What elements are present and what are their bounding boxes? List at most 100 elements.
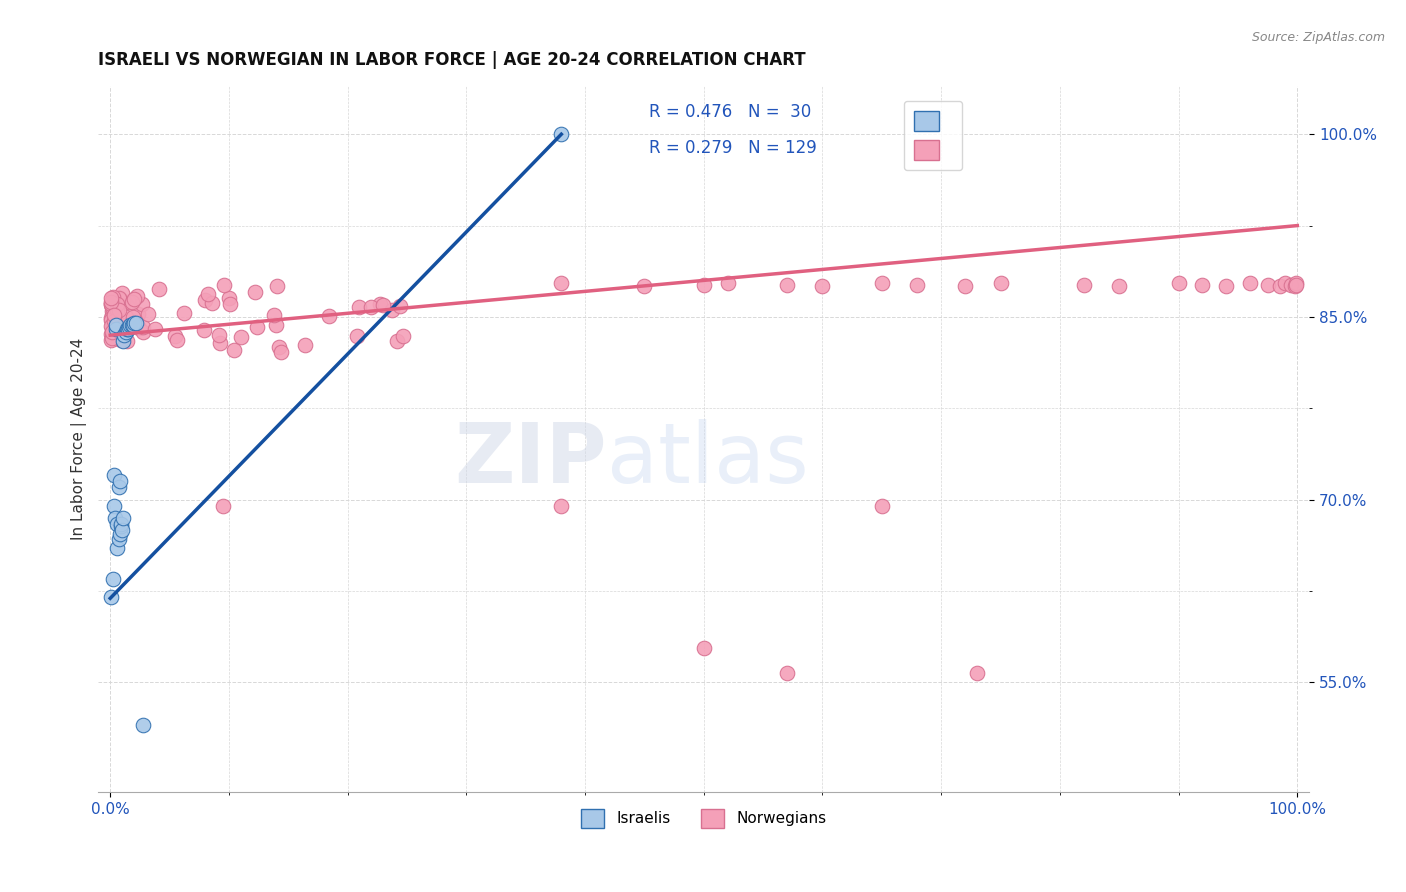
Point bbox=[120, 318, 142, 333]
Point bbox=[105, 322, 128, 336]
Point bbox=[166, 333, 188, 347]
Point bbox=[103, 314, 125, 328]
Point bbox=[104, 317, 127, 331]
Point bbox=[100, 333, 122, 347]
Point bbox=[1073, 278, 1095, 293]
Point bbox=[990, 276, 1012, 290]
Text: ISRAELI VS NORWEGIAN IN LABOR FORCE | AGE 20-24 CORRELATION CHART: ISRAELI VS NORWEGIAN IN LABOR FORCE | AG… bbox=[98, 51, 806, 69]
Point bbox=[108, 475, 131, 489]
Point bbox=[104, 315, 127, 329]
Point bbox=[100, 291, 122, 305]
Point bbox=[100, 304, 122, 318]
Point bbox=[1268, 279, 1291, 293]
Point bbox=[103, 468, 125, 483]
Point bbox=[1284, 279, 1306, 293]
Point bbox=[103, 331, 125, 345]
Point bbox=[1257, 278, 1279, 293]
Point bbox=[125, 289, 148, 303]
Point bbox=[101, 308, 124, 322]
Point bbox=[387, 334, 409, 348]
Point bbox=[100, 327, 122, 342]
Point bbox=[214, 278, 236, 293]
Point bbox=[111, 286, 134, 301]
Point bbox=[118, 295, 141, 310]
Point bbox=[115, 334, 138, 348]
Point bbox=[197, 286, 219, 301]
Point bbox=[114, 318, 136, 333]
Point bbox=[103, 499, 125, 513]
Text: R = 0.279   N = 129: R = 0.279 N = 129 bbox=[650, 138, 817, 157]
Point bbox=[105, 516, 128, 531]
Legend: Israelis, Norwegians: Israelis, Norwegians bbox=[575, 803, 832, 834]
Point bbox=[114, 328, 136, 343]
Point bbox=[145, 321, 167, 335]
Point bbox=[243, 285, 266, 300]
Point bbox=[101, 299, 124, 313]
Point bbox=[105, 541, 128, 556]
Point bbox=[264, 318, 287, 333]
Point bbox=[136, 307, 159, 321]
Point bbox=[1285, 276, 1308, 290]
Point bbox=[132, 718, 155, 732]
Point bbox=[550, 127, 572, 141]
Point bbox=[103, 296, 125, 310]
Point bbox=[112, 334, 135, 349]
Point bbox=[550, 499, 572, 513]
Point bbox=[110, 519, 132, 533]
Point bbox=[100, 297, 122, 311]
Text: R = 0.476   N =  30: R = 0.476 N = 30 bbox=[650, 103, 811, 121]
Point bbox=[115, 310, 138, 325]
Y-axis label: In Labor Force | Age 20-24: In Labor Force | Age 20-24 bbox=[72, 337, 87, 540]
Text: ZIP: ZIP bbox=[454, 419, 607, 500]
Point bbox=[118, 319, 141, 334]
Point bbox=[776, 665, 799, 680]
Point bbox=[114, 325, 136, 339]
Point bbox=[776, 278, 799, 293]
Point bbox=[107, 323, 129, 337]
Point bbox=[117, 322, 139, 336]
Point bbox=[1239, 276, 1261, 290]
Point bbox=[103, 328, 125, 343]
Point bbox=[100, 311, 122, 326]
Point bbox=[966, 665, 988, 680]
Point bbox=[246, 319, 269, 334]
Point bbox=[100, 296, 122, 310]
Point bbox=[121, 318, 143, 333]
Point bbox=[121, 318, 143, 333]
Point bbox=[121, 294, 143, 309]
Point bbox=[100, 590, 122, 604]
Point bbox=[318, 309, 340, 323]
Point bbox=[349, 300, 371, 314]
Point bbox=[368, 297, 391, 311]
Point bbox=[112, 511, 135, 525]
Point bbox=[1285, 278, 1308, 293]
Point bbox=[104, 329, 127, 343]
Point bbox=[122, 316, 145, 330]
Point bbox=[128, 321, 150, 335]
Point bbox=[1108, 279, 1130, 293]
Text: atlas: atlas bbox=[607, 419, 808, 500]
Point bbox=[163, 329, 186, 343]
Point bbox=[107, 291, 129, 305]
Point bbox=[100, 318, 122, 333]
Point bbox=[132, 320, 155, 334]
Point bbox=[110, 516, 132, 531]
Point bbox=[132, 325, 155, 339]
Point bbox=[125, 316, 148, 330]
Point bbox=[266, 279, 288, 293]
Point bbox=[1167, 276, 1189, 290]
Point bbox=[218, 291, 240, 305]
Point bbox=[108, 292, 131, 306]
Point bbox=[100, 313, 122, 327]
Point bbox=[200, 296, 222, 310]
Point bbox=[108, 303, 131, 318]
Point bbox=[294, 338, 316, 352]
Point bbox=[115, 322, 138, 336]
Point bbox=[101, 572, 124, 586]
Point bbox=[131, 297, 153, 311]
Point bbox=[693, 641, 716, 656]
Point bbox=[105, 303, 128, 318]
Point bbox=[263, 308, 285, 322]
Point bbox=[124, 292, 146, 306]
Point bbox=[1279, 278, 1302, 293]
